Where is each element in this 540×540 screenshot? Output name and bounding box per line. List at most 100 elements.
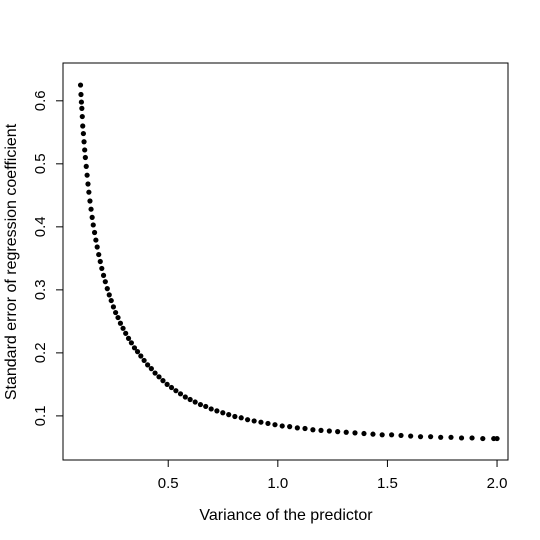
data-point xyxy=(82,147,88,153)
data-point xyxy=(78,99,85,105)
data-point xyxy=(84,172,90,178)
data-point xyxy=(168,384,175,391)
y-tick-label: 0.5 xyxy=(32,153,49,174)
x-tick-label: 2.0 xyxy=(487,475,508,492)
data-point xyxy=(192,399,198,405)
data-point xyxy=(208,406,214,412)
data-point xyxy=(238,415,244,421)
data-point xyxy=(310,427,316,433)
data-point xyxy=(173,388,179,394)
data-point xyxy=(125,335,132,341)
data-point xyxy=(244,417,251,423)
data-point xyxy=(79,105,85,111)
y-tick-label: 0.6 xyxy=(32,90,49,111)
data-point xyxy=(108,297,114,304)
data-point xyxy=(115,314,121,321)
data-point xyxy=(226,412,232,418)
data-point xyxy=(120,325,126,331)
x-tick-label: 0.5 xyxy=(158,475,179,492)
x-tick-label: 1.0 xyxy=(267,475,288,492)
data-point xyxy=(251,418,257,424)
data-point xyxy=(113,309,119,316)
data-point xyxy=(164,381,170,387)
data-point xyxy=(96,251,102,258)
data-point xyxy=(82,154,88,161)
data-point xyxy=(352,430,358,436)
data-point xyxy=(361,430,367,437)
data-point xyxy=(220,410,226,416)
y-tick-label: 0.4 xyxy=(32,216,49,237)
data-point xyxy=(138,353,144,359)
y-tick-label: 0.3 xyxy=(32,279,49,300)
data-point xyxy=(148,366,154,372)
data-point xyxy=(389,432,395,438)
data-point xyxy=(469,435,475,441)
data-point xyxy=(87,198,93,204)
data-point xyxy=(156,374,162,380)
plot-frame xyxy=(62,62,509,461)
data-point xyxy=(343,429,349,435)
data-point xyxy=(187,396,193,403)
data-point xyxy=(141,357,147,364)
x-tick-label: 1.5 xyxy=(377,475,398,492)
data-point xyxy=(494,435,500,442)
y-ticks: 0.1 0.2 0.3 0.4 0.5 0.6 xyxy=(32,90,63,426)
data-point xyxy=(417,434,424,440)
data-point xyxy=(90,222,96,228)
data-point xyxy=(480,435,486,442)
data-point xyxy=(85,181,91,187)
data-point xyxy=(94,244,100,250)
data-point xyxy=(302,425,308,432)
data-point xyxy=(214,408,220,414)
data-point xyxy=(272,422,278,428)
data-point xyxy=(370,431,376,437)
data-point xyxy=(258,419,264,425)
data-point xyxy=(379,432,385,438)
y-axis-label: Standard error of regression coefficient xyxy=(3,123,20,400)
data-point xyxy=(100,272,107,278)
data-point xyxy=(91,229,98,236)
data-point xyxy=(88,206,94,212)
y-axis: 0.1 0.2 0.3 0.4 0.5 0.6 xyxy=(32,90,64,426)
data-point xyxy=(77,82,84,88)
data-points xyxy=(77,82,500,442)
data-point xyxy=(438,434,444,440)
data-point xyxy=(318,427,324,433)
data-point xyxy=(197,401,204,408)
x-axis-label: Variance of the predictor xyxy=(199,507,373,524)
data-point xyxy=(177,391,184,397)
data-point xyxy=(79,113,85,120)
data-point xyxy=(102,279,108,285)
data-point xyxy=(294,425,300,431)
data-point xyxy=(428,434,434,440)
data-point xyxy=(128,340,134,346)
data-point xyxy=(80,123,86,129)
data-point xyxy=(398,432,404,439)
data-point xyxy=(117,320,124,326)
x-ticks: 0.5 1.0 1.5 2.0 xyxy=(158,460,508,492)
data-point xyxy=(203,403,209,410)
data-point xyxy=(99,265,105,272)
data-point xyxy=(279,423,285,429)
data-point xyxy=(326,428,332,434)
data-point xyxy=(145,362,151,368)
data-point xyxy=(182,394,188,400)
y-tick-label: 0.2 xyxy=(32,342,49,363)
data-point xyxy=(78,91,84,98)
data-point xyxy=(134,349,141,355)
data-point xyxy=(232,413,238,420)
data-point xyxy=(110,304,117,310)
data-point xyxy=(287,424,293,430)
data-point xyxy=(335,429,341,435)
data-point xyxy=(408,433,414,439)
data-point xyxy=(458,435,465,441)
x-axis: 0.5 1.0 1.5 2.0 xyxy=(158,459,508,492)
data-point xyxy=(106,292,112,298)
data-point xyxy=(104,286,110,292)
data-point xyxy=(152,370,158,376)
data-point xyxy=(86,189,92,195)
data-point xyxy=(93,237,99,243)
data-point xyxy=(448,434,454,440)
data-point xyxy=(265,420,271,427)
